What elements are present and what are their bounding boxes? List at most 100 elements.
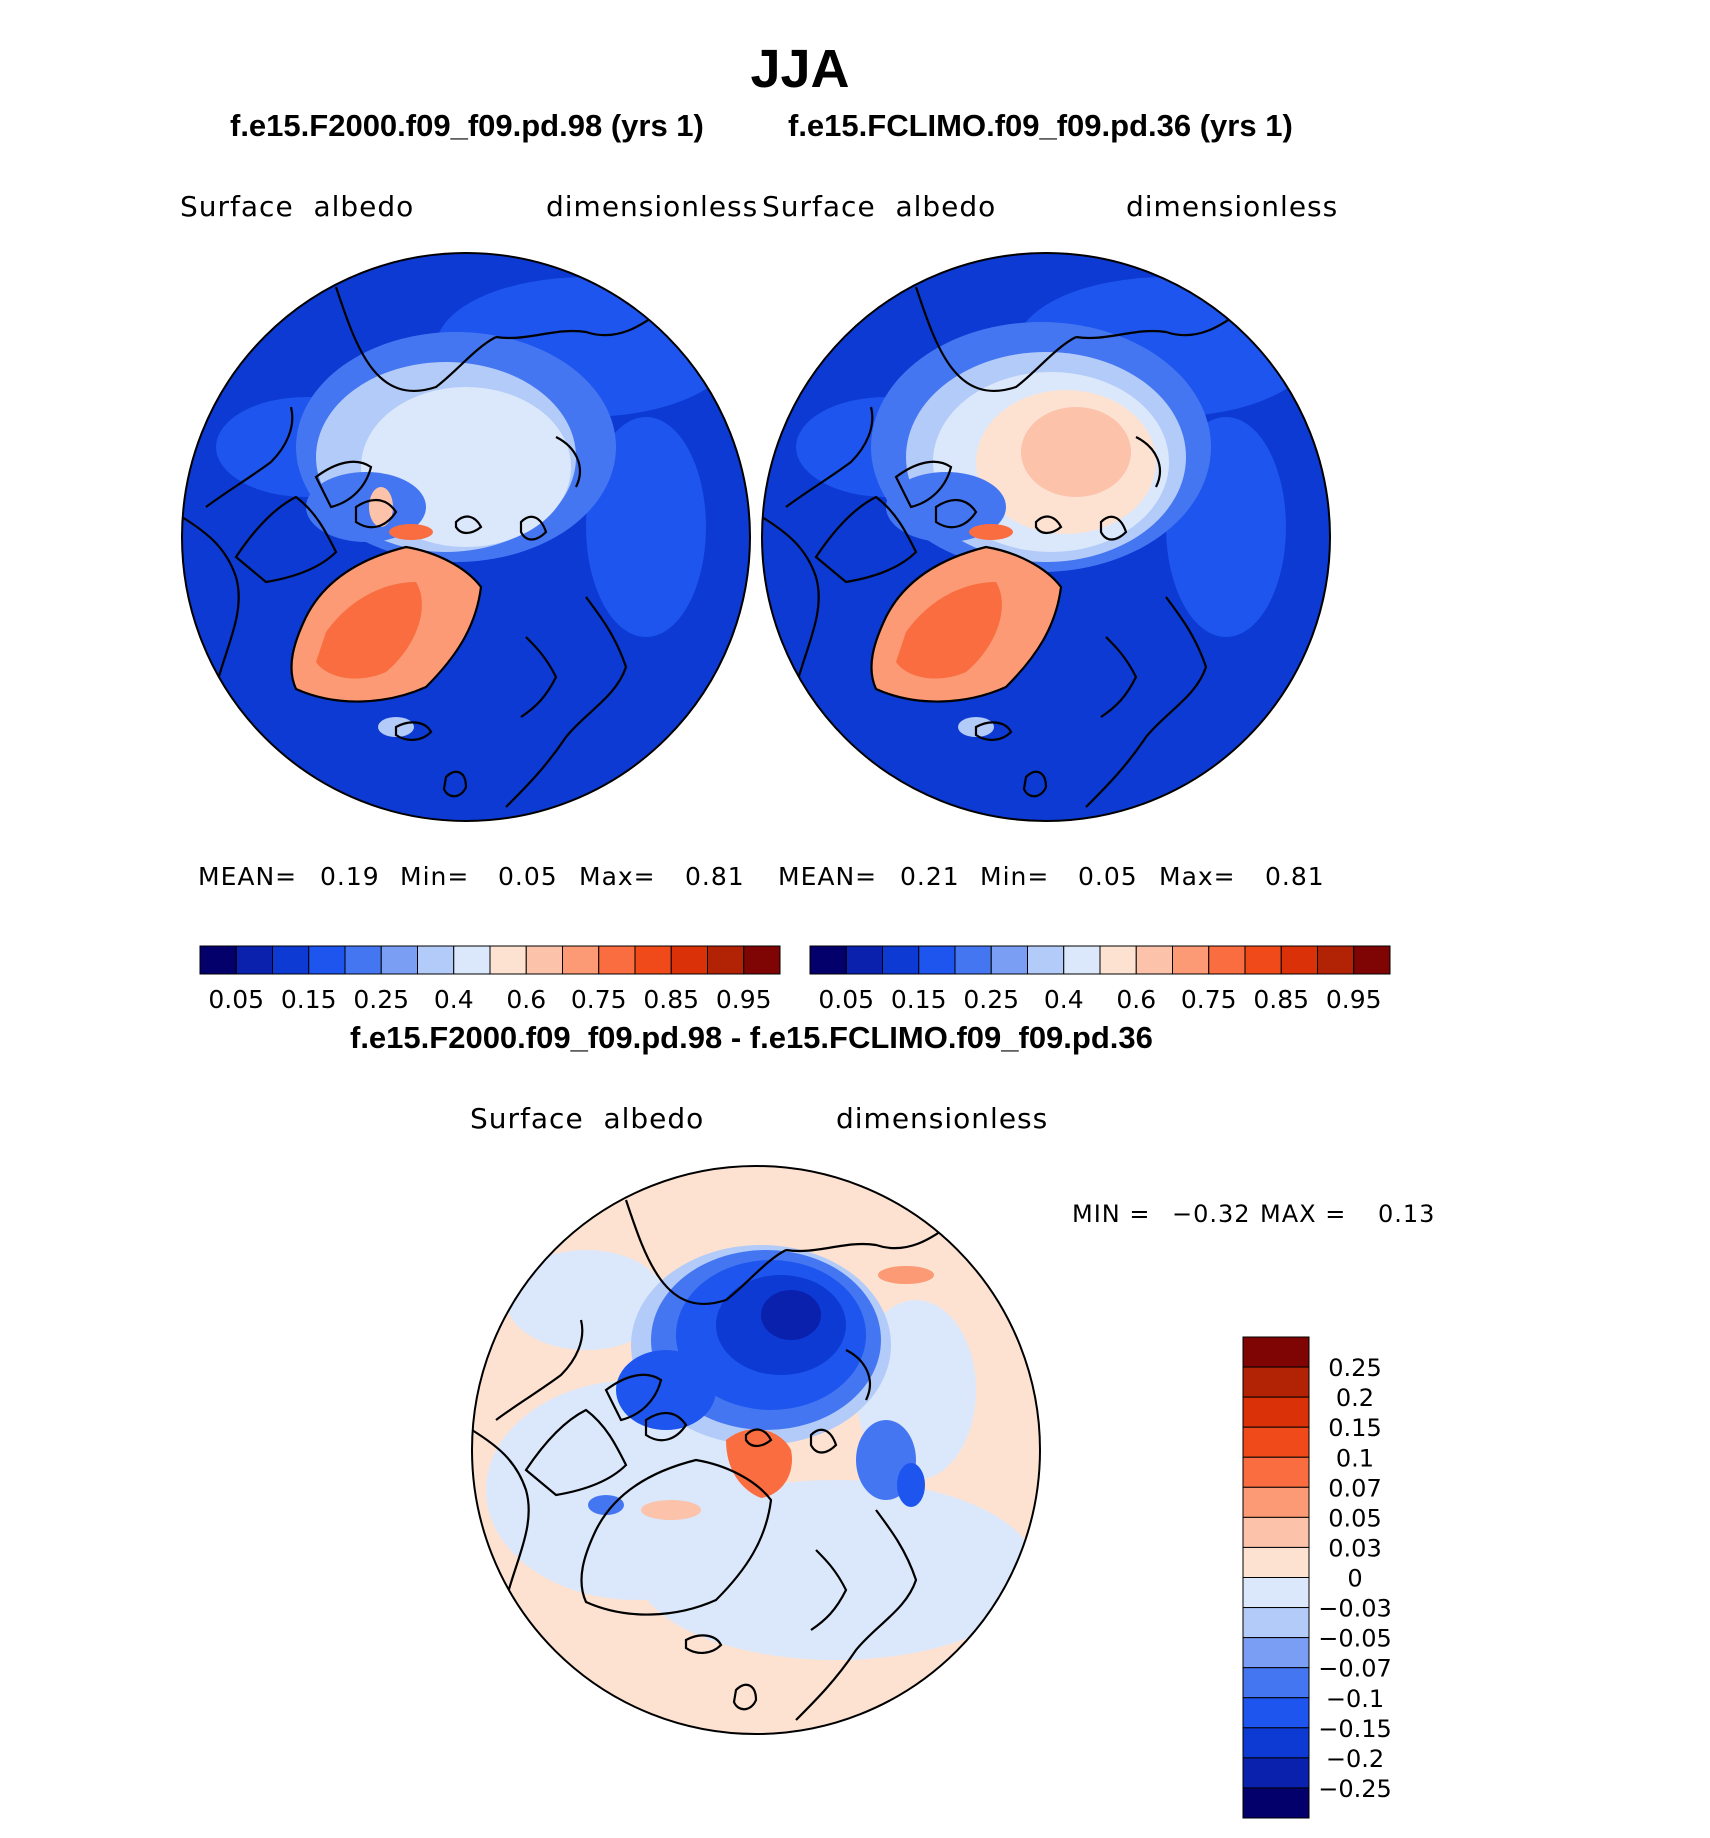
panel1-map-border (181, 252, 751, 822)
panel1-colorbar-swatch (344, 945, 382, 975)
diff-colorbar-swatch (1242, 1456, 1310, 1488)
panel1-min-label: Min= (400, 862, 470, 891)
panel2-colorbar-swatch (1280, 945, 1318, 975)
panel2-colorbar-swatch (809, 945, 847, 975)
panel1-map (182, 253, 750, 821)
panel2-colorbar-swatch (1063, 945, 1101, 975)
panel2-colorbar-swatch (918, 945, 956, 975)
panel2-colorbar-swatch (1353, 945, 1391, 975)
diff-colorbar-swatch (1242, 1727, 1310, 1759)
panel2-min-label: Min= (980, 862, 1050, 891)
panel2-colorbar-tick-label: 0.05 (818, 985, 874, 1014)
panel1-colorbar-swatch (453, 945, 491, 975)
panel2-colorbar-swatch (845, 945, 883, 975)
diff-colorbar-swatch (1242, 1667, 1310, 1699)
panel2-colorbar-swatch (1172, 945, 1210, 975)
panel1-colorbar-swatch (562, 945, 600, 975)
panel1-units-label: dimensionless (546, 190, 759, 223)
panel1-colorbar-tick-label: 0.4 (434, 985, 474, 1014)
panel2-colorbar-swatch (954, 945, 992, 975)
diff-colorbar-swatch (1242, 1697, 1310, 1729)
panel2-max-label: Max= (1159, 862, 1236, 891)
diff-max-value: 0.13 (1378, 1200, 1436, 1228)
panel1-colorbar-swatch (743, 945, 781, 975)
panel1-max-value: 0.81 (685, 862, 745, 891)
panel2-colorbar-tick-label: 0.25 (963, 985, 1019, 1014)
diff-map-border (471, 1165, 1041, 1735)
diff-colorbar-tick-label: 0.07 (1328, 1474, 1381, 1502)
diff-colorbar-tick-label: 0.15 (1328, 1414, 1381, 1442)
panel1-min-value: 0.05 (498, 862, 558, 891)
panel2-colorbar-swatch (882, 945, 920, 975)
diff-title: f.e15.F2000.f09_f09.pd.98 - f.e15.FCLIMO… (350, 1020, 1153, 1055)
panel2-colorbar-tick-label: 0.85 (1253, 985, 1309, 1014)
diff-colorbar-tick-label: −0.07 (1318, 1655, 1392, 1683)
panel2-mean-label: MEAN= (778, 862, 878, 891)
panel2-colorbar-swatch (1135, 945, 1173, 975)
panel1-variable-label: Surface albedo (180, 190, 415, 223)
panel2-colorbar-tick-label: 0.6 (1116, 985, 1156, 1014)
diff-colorbar-swatch (1242, 1757, 1310, 1789)
panel1-colorbar-swatch (272, 945, 310, 975)
panel1-colorbar-tick-label: 0.05 (208, 985, 264, 1014)
panel1-colorbar: 0.05 0.15 0.25 0.4 0.6 0.75 0.85 0.95 (199, 945, 781, 1014)
panel2-colorbar-swatch (990, 945, 1028, 975)
panel1-colorbar-tick-label: 0.6 (506, 985, 546, 1014)
panel1-colorbar-swatch (308, 945, 346, 975)
panel2-colorbar-swatch (1099, 945, 1137, 975)
diff-min-label: MIN = (1072, 1200, 1151, 1228)
panel1-max-label: Max= (579, 862, 656, 891)
diff-colorbar-tick-label: −0.03 (1318, 1595, 1392, 1623)
diff-colorbar-swatch (1242, 1336, 1310, 1368)
panel2-colorbar-swatch (1244, 945, 1282, 975)
panel1-colorbar-tick-label: 0.95 (716, 985, 772, 1014)
panel2-colorbar: 0.05 0.15 0.25 0.4 0.6 0.75 0.85 0.95 (809, 945, 1391, 1014)
diff-colorbar: 0.250.20.150.10.070.050.030−0.03−0.05−0.… (1242, 1336, 1392, 1819)
panel1-colorbar-tick-label: 0.85 (643, 985, 699, 1014)
diff-colorbar-tick-label: 0.03 (1328, 1534, 1381, 1562)
panel1-colorbar-swatch (417, 945, 455, 975)
diff-colorbar-swatch (1242, 1637, 1310, 1669)
diff-colorbar-tick-label: −0.15 (1318, 1715, 1392, 1743)
panel2-colorbar-swatch (1208, 945, 1246, 975)
panel1-colorbar-tick-label: 0.25 (353, 985, 409, 1014)
diff-max-label: MAX = (1260, 1200, 1347, 1228)
diff-units-label: dimensionless (836, 1102, 1049, 1135)
diff-colorbar-swatch (1242, 1607, 1310, 1639)
diff-colorbar-swatch (1242, 1366, 1310, 1398)
diff-colorbar-tick-label: −0.05 (1318, 1625, 1392, 1653)
panel2-colorbar-tick-label: 0.4 (1044, 985, 1084, 1014)
panel1-mean-value: 0.19 (320, 862, 380, 891)
panel2-map-border (761, 252, 1331, 822)
panel2-colorbar-tick-label: 0.95 (1326, 985, 1382, 1014)
diff-colorbar-tick-label: 0.2 (1336, 1384, 1374, 1412)
panel2-colorbar-swatch (1027, 945, 1065, 975)
diff-colorbar-swatch (1242, 1396, 1310, 1428)
panel1-colorbar-tick-label: 0.75 (571, 985, 627, 1014)
season-title: JJA (750, 39, 850, 99)
panel1-colorbar-swatch (670, 945, 708, 975)
panel1-colorbar-swatch (598, 945, 636, 975)
diff-colorbar-tick-label: 0.05 (1328, 1504, 1381, 1532)
panel2-colorbar-tick-label: 0.75 (1181, 985, 1237, 1014)
diff-map (472, 1166, 1040, 1734)
diff-colorbar-tick-label: 0.25 (1328, 1354, 1381, 1382)
diff-min-value: −0.32 (1172, 1200, 1251, 1228)
panel2-case-title: f.e15.FCLIMO.f09_f09.pd.36 (yrs 1) (788, 108, 1293, 143)
panel2-units-label: dimensionless (1126, 190, 1339, 223)
panel2-min-value: 0.05 (1078, 862, 1138, 891)
diff-colorbar-swatch (1242, 1486, 1310, 1518)
panel2-mean-value: 0.21 (900, 862, 960, 891)
panel2-max-value: 0.81 (1265, 862, 1325, 891)
panel2-variable-label: Surface albedo (762, 190, 997, 223)
panel1-colorbar-tick-label: 0.15 (281, 985, 337, 1014)
diff-colorbar-swatch (1242, 1787, 1310, 1819)
diff-colorbar-swatch (1242, 1577, 1310, 1609)
panel1-case-title: f.e15.F2000.f09_f09.pd.98 (yrs 1) (230, 108, 704, 143)
panel1-colorbar-swatch (380, 945, 418, 975)
diff-colorbar-swatch (1242, 1546, 1310, 1578)
diff-variable-label: Surface albedo (470, 1102, 705, 1135)
diff-colorbar-tick-label: 0 (1347, 1565, 1362, 1593)
panel1-colorbar-swatch (199, 945, 237, 975)
